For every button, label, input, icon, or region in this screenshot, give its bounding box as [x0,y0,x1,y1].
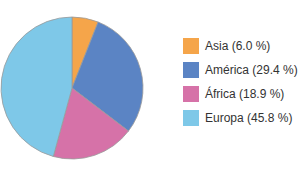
pie-slice [1,17,72,156]
chart: Asia (6.0 %) América (29.4 %) África (18.9… [0,0,304,170]
legend-swatch [183,38,199,54]
legend-label: África (18.9 %) [205,86,284,101]
legend-swatch [183,86,199,102]
pie [1,17,143,159]
legend-label: América (29.4 %) [205,63,298,77]
legend: Asia (6.0 %) América (29.4 %) África (18.9… [183,38,298,126]
legend-label: Europa (45.8 %) [205,111,292,125]
legend-swatch [183,110,199,126]
legend-swatch [183,62,199,78]
legend-label: Asia (6.0 %) [205,39,270,53]
